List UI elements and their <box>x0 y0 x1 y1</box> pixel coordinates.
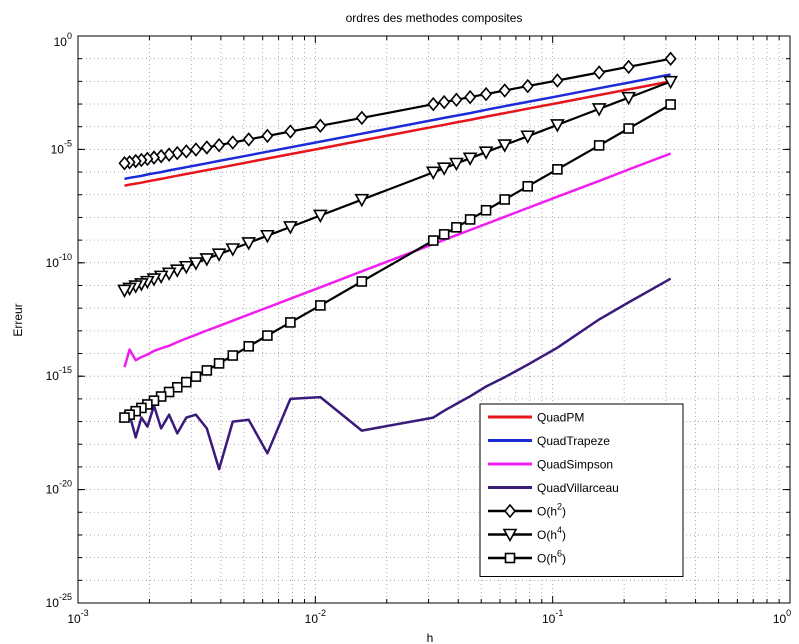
y-tick-label: 10-15 <box>46 365 72 383</box>
legend-label: O(h4) <box>537 525 566 542</box>
series-point <box>120 413 129 422</box>
x-tick-label: 10-2 <box>305 608 326 626</box>
series-point <box>215 359 224 368</box>
legend-marker <box>506 554 515 563</box>
series-point <box>440 230 449 239</box>
series-point <box>286 318 295 327</box>
legend-label: QuadSimpson <box>537 458 613 472</box>
series-point <box>666 100 675 109</box>
x-tick-label: 10-1 <box>542 608 563 626</box>
series-point <box>595 141 604 150</box>
series-point <box>482 206 491 215</box>
x-tick-label: 10-3 <box>67 608 88 626</box>
series-point <box>182 378 191 387</box>
series-point <box>553 165 562 174</box>
series-point <box>316 301 325 310</box>
series-point <box>357 277 366 286</box>
legend-label: QuadVillarceau <box>537 481 619 495</box>
series-point <box>452 223 461 232</box>
series-point <box>523 182 532 191</box>
legend-label: O(h2) <box>537 502 566 519</box>
y-tick-label: 10-5 <box>51 138 72 156</box>
legend-label: QuadTrapeze <box>537 434 610 448</box>
y-tick-label: 10-25 <box>46 592 72 610</box>
y-tick-label: 100 <box>54 31 72 49</box>
series-point <box>263 331 272 340</box>
x-tick-label: 100 <box>773 608 791 626</box>
y-tick-label: 10-10 <box>46 252 72 270</box>
y-tick-label: 10-20 <box>46 479 72 497</box>
y-axis-label: Erreur <box>11 303 25 336</box>
series-point <box>228 351 237 360</box>
legend: QuadPM QuadTrapeze QuadSimpson QuadVillarce… <box>480 404 683 577</box>
series-point <box>429 236 438 245</box>
legend-label: QuadPM <box>537 411 584 425</box>
series-point <box>202 366 211 375</box>
legend-label: O(h6) <box>537 549 566 566</box>
series-point <box>191 372 200 381</box>
series-point <box>244 342 253 351</box>
chart-title: ordres des methodes composites <box>346 11 523 25</box>
x-axis-label: h <box>427 631 434 644</box>
series-point <box>466 215 475 224</box>
series-point <box>500 195 509 204</box>
series-point <box>624 124 633 133</box>
